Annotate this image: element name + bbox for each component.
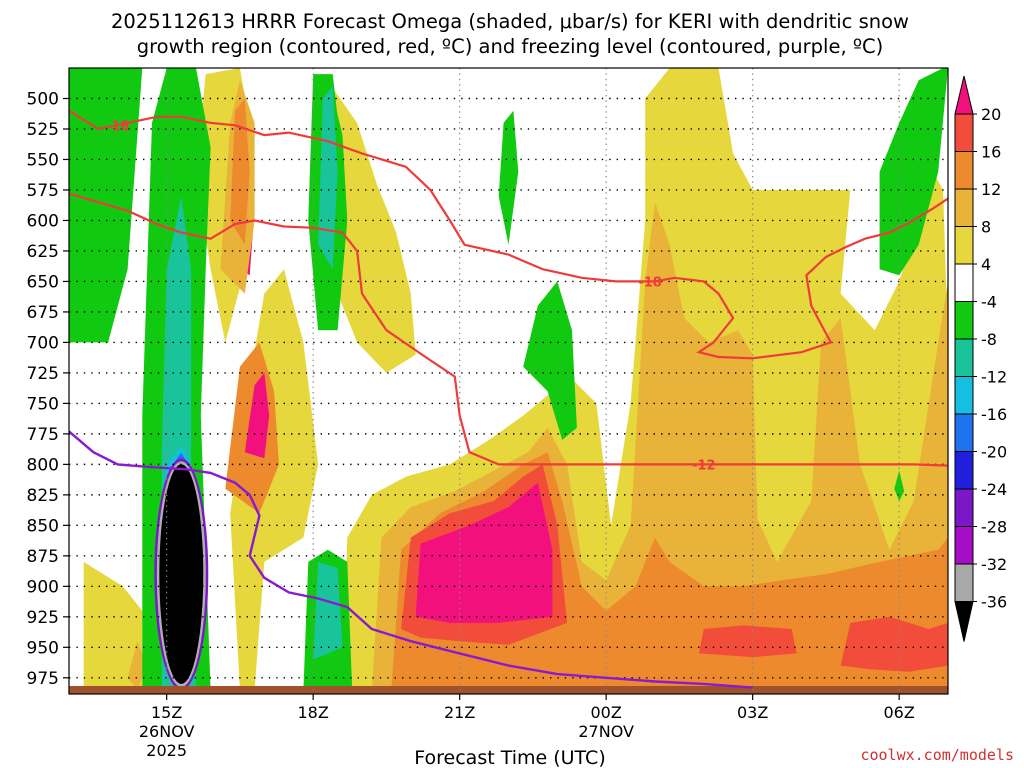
colorbar-box-6 [954, 301, 974, 340]
colorbar-label-3: 8 [981, 218, 991, 237]
colorbar-box-8 [954, 376, 974, 415]
omega-region-34 [894, 470, 905, 501]
omega-region-16 [230, 98, 250, 245]
colorbar-box-5 [954, 263, 974, 302]
colorbar-label-9: -20 [981, 443, 1007, 462]
dotted-grid [69, 68, 948, 690]
ytick-label-700: 700 [27, 333, 59, 353]
dgz-contour-line-1 [69, 192, 948, 467]
dgz-contour-line-0 [69, 109, 948, 360]
ytick-label-500: 500 [27, 89, 59, 109]
colorbar-box-11 [954, 488, 974, 527]
xtick-date-15Z: 26NOV [139, 722, 195, 741]
ytick-label-650: 650 [27, 272, 59, 292]
omega-region-33 [879, 68, 948, 276]
ytick-label-825: 825 [27, 486, 59, 506]
xtick-label-18Z: 18Z [298, 703, 329, 722]
colorbar-box-13 [954, 563, 974, 602]
dgz-label-mid: -18 [638, 275, 662, 290]
xtick-label-03Z: 03Z [737, 703, 768, 722]
xtick-label-21Z: 21Z [444, 703, 475, 722]
omega-region-10 [840, 616, 948, 672]
xtick-label-15Z: 15Z [151, 703, 182, 722]
colorbar-label-0: 20 [981, 105, 1001, 124]
ytick-label-575: 575 [27, 181, 59, 201]
colorbar-box-4 [954, 226, 974, 265]
dgz-label-top-left: -18 [106, 119, 130, 134]
ytick-label-550: 550 [27, 150, 59, 170]
xtick-year-15Z: 2025 [146, 741, 187, 760]
ytick-label-600: 600 [27, 211, 59, 231]
strong-ascent-core [154, 458, 209, 690]
colorbar-label-1: 16 [981, 143, 1001, 162]
colorbar-box-1 [954, 113, 974, 152]
colorbar-box-3 [954, 188, 974, 227]
omega-region-18 [127, 641, 148, 690]
ytick-label-725: 725 [27, 364, 59, 384]
xtick-label-00Z: 00Z [591, 703, 622, 722]
colorbar: 20 16 12 8 4 -4 -8 -12 -16 -20 -24 -28 -32 -36 [954, 75, 1007, 642]
ytick-label-850: 850 [27, 516, 59, 536]
ytick-label-925: 925 [27, 608, 59, 628]
colorbar-box-2 [954, 151, 974, 190]
colorbar-box-10 [954, 451, 974, 490]
colorbar-label-8: -16 [981, 405, 1007, 424]
ytick-label-625: 625 [27, 242, 59, 262]
colorbar-box-12 [954, 526, 974, 565]
colorbar-label-11: -28 [981, 518, 1007, 537]
ytick-label-525: 525 [27, 120, 59, 140]
ytick-label-775: 775 [27, 425, 59, 445]
ytick-label-800: 800 [27, 455, 59, 475]
omega-region-11 [415, 482, 553, 623]
credit-text: coolwx.com/models [860, 746, 1014, 764]
xtick-label-06Z: 06Z [884, 703, 915, 722]
omega-shaded-layer [69, 68, 948, 690]
colorbar-box-9 [954, 413, 974, 452]
colorbar-label-12: -32 [981, 555, 1007, 574]
x-axis-label: Forecast Time (UTC) [414, 747, 605, 768]
dgz-label-lower: -12 [692, 458, 716, 473]
ytick-label-950: 950 [27, 638, 59, 658]
contour-layer: -18 -18 -12 [69, 109, 948, 689]
colorbar-label-13: -36 [981, 593, 1007, 612]
colorbar-label-2: 12 [981, 180, 1001, 199]
omega-region-30 [498, 110, 519, 245]
omega-region-29 [318, 86, 338, 270]
colorbar-bottom-arrow [954, 601, 974, 642]
colorbar-label-4: 4 [981, 255, 991, 274]
y-axis-ticks: 500 525 550 575 600 625 650 675 700 725 750 775 800 8… [27, 89, 69, 689]
colorbar-label-7: -12 [981, 368, 1007, 387]
colorbar-top-arrow [954, 75, 974, 115]
ytick-label-975: 975 [27, 669, 59, 689]
colorbar-label-5: -4 [981, 293, 997, 312]
ground-strip [69, 686, 948, 694]
omega-region-14 [244, 372, 270, 459]
core-black [159, 464, 204, 684]
ytick-label-675: 675 [27, 303, 59, 323]
ytick-label-750: 750 [27, 394, 59, 414]
omega-region-31 [523, 281, 577, 440]
ytick-label-875: 875 [27, 547, 59, 567]
ytick-label-900: 900 [27, 577, 59, 597]
omega-region-9 [698, 625, 797, 658]
omega-region-26 [313, 561, 343, 660]
colorbar-box-7 [954, 338, 974, 377]
colorbar-label-10: -24 [981, 480, 1007, 499]
xtick-date-00Z: 27NOV [578, 722, 634, 741]
plot-frame [68, 67, 949, 695]
freezing-level-line [69, 430, 753, 689]
chart-title-line1: 2025112613 HRRR Forecast Omega (shaded, … [111, 10, 909, 33]
chart-title-line2: growth region (contoured, red, ºC) and f… [137, 35, 884, 58]
colorbar-label-6: -8 [981, 330, 997, 349]
